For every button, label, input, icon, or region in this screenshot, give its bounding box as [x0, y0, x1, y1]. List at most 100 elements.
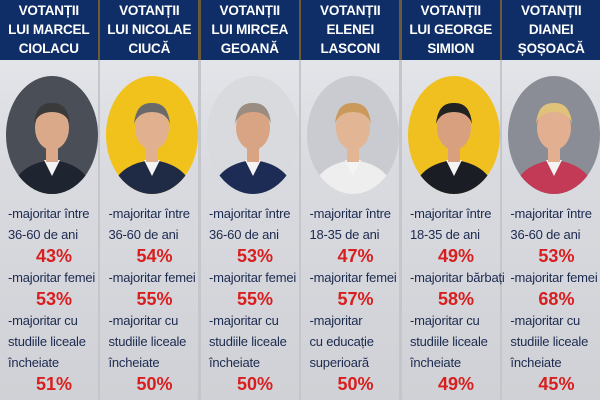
stat-percent: 50% — [337, 374, 374, 394]
header-line: LUI NICOLAE — [107, 22, 192, 37]
column-divider — [399, 0, 402, 400]
stat-label: -majoritar femei — [208, 270, 297, 285]
stat-label: încheiate — [208, 355, 260, 370]
stat-label: încheiate — [8, 355, 59, 370]
column-divider — [198, 0, 201, 400]
column-header: VOTANȚII DIANEI ȘOȘOACĂ — [502, 0, 600, 60]
candidate-portrait — [307, 76, 400, 194]
stat-label: -majoritar femei — [510, 270, 598, 285]
stat-percent: 54% — [136, 246, 173, 266]
column-header: VOTANȚII LUI NICOLAE CIUCĂ — [100, 0, 199, 60]
candidate-column: VOTANȚII LUI NICOLAE CIUCĂ -majoritar într… — [100, 0, 199, 400]
stat-percent: 45% — [538, 374, 575, 394]
header-line: VOTANȚII — [119, 3, 180, 18]
stat-label: -majoritar cu — [208, 313, 279, 328]
header-line: LUI MARCEL — [8, 22, 90, 37]
stat-label: studiile liceale — [208, 334, 287, 349]
stat-label: studiile liceale — [409, 334, 488, 349]
stat-label: -majoritar cu — [409, 313, 480, 328]
header-line: VOTANȚII — [521, 3, 582, 18]
stat-percent: 50% — [136, 374, 173, 394]
header-line: VOTANȚII — [219, 3, 281, 18]
stat-label: -majoritar femei — [108, 270, 196, 285]
stat-percent: 53% — [36, 289, 73, 309]
stats-list: -majoritar între 36-60 de ani 53% -majorita… — [209, 203, 305, 395]
column-divider — [499, 0, 503, 400]
stat-percent: 53% — [538, 246, 575, 266]
stat-percent: 43% — [36, 246, 73, 266]
header-line: LUI MIRCEA — [211, 22, 289, 37]
candidate-portrait — [206, 76, 299, 194]
header-line: DIANEI — [528, 22, 574, 37]
header-line: VOTANȚII — [320, 3, 381, 18]
column-header: VOTANȚII LUI MARCEL CIOLACU — [0, 0, 98, 60]
stat-label: 36-60 de ani — [510, 227, 581, 242]
candidate-column: VOTANȚII LUI MIRCEA GEOANĂ -majoritar într… — [200, 0, 299, 400]
column-header: VOTANȚII LUI GEORGE SIMION — [401, 0, 500, 60]
stat-percent: 49% — [437, 246, 474, 266]
stat-label: 18-35 de ani — [309, 227, 380, 242]
stat-label: -majoritar între — [108, 206, 190, 221]
stat-label: încheiate — [108, 355, 160, 370]
stat-percent: 55% — [236, 289, 273, 309]
stat-label: 36-60 de ani — [8, 227, 78, 242]
stat-label: studiile liceale — [108, 334, 187, 349]
stats-list: -majoritar între 36-60 de ani 54% -majorita… — [108, 203, 204, 395]
stat-label: -majoritar între — [409, 206, 492, 221]
header-line: ELENEI — [326, 22, 375, 37]
header-line: CIUCĂ — [128, 41, 171, 56]
stat-percent: 53% — [236, 246, 273, 266]
stat-label: 18-35 de ani — [409, 227, 480, 242]
column-divider — [298, 0, 302, 400]
stat-label: -majoritar bărbați — [409, 270, 505, 285]
stat-label: -majoritar femei — [309, 270, 397, 285]
stat-percent: 57% — [337, 289, 374, 309]
stats-list: -majoritar între 18-35 de ani 49% -majorita… — [410, 203, 506, 395]
header-line: VOTANȚII — [18, 3, 80, 18]
stats-list: -majoritar între 36-60 de ani 43% -majorita… — [8, 203, 104, 395]
stat-percent: 50% — [236, 374, 273, 394]
header-line: SIMION — [427, 41, 475, 56]
candidate-portrait — [407, 76, 500, 194]
stat-label: -majoritar între — [208, 206, 291, 221]
header-line: ȘOȘOACĂ — [517, 41, 585, 56]
candidate-column: VOTANȚII LUI GEORGE SIMION -majoritar într… — [401, 0, 505, 400]
stat-label: 36-60 de ani — [208, 227, 279, 242]
stats-list: -majoritar între 18-35 de ani 47% -majorita… — [309, 203, 405, 395]
stat-label: încheiate — [409, 355, 461, 370]
stat-label: cu educație — [309, 334, 374, 349]
column-header: VOTANȚII LUI MIRCEA GEOANĂ — [200, 0, 299, 60]
candidate-column: VOTANȚII DIANEI ȘOȘOACĂ -majoritar între 36… — [502, 0, 600, 400]
stat-label: 36-60 de ani — [108, 227, 179, 242]
stat-label: -majoritar cu — [510, 313, 581, 328]
stat-label: -majoritar cu — [8, 313, 78, 328]
candidate-column: VOTANȚII LUI MARCEL CIOLACU -majoritar înt… — [0, 0, 98, 400]
stat-percent: 55% — [136, 289, 173, 309]
stat-label: -majoritar cu — [108, 313, 179, 328]
stat-label: -majoritar între — [8, 206, 90, 221]
stat-label: -majoritar între — [510, 206, 592, 221]
stat-label: -majoritar femei — [8, 270, 96, 285]
stat-percent: 49% — [437, 374, 474, 394]
stat-percent: 47% — [337, 246, 374, 266]
stat-label: superioară — [309, 355, 369, 370]
candidate-portrait — [106, 76, 199, 194]
header-line: LUI GEORGE — [409, 22, 493, 37]
candidate-column: VOTANȚII ELENEI LASCONI -majoritar între 18… — [301, 0, 400, 400]
stat-label: -majoritar — [309, 313, 363, 328]
stat-percent: 51% — [36, 374, 73, 394]
column-divider — [97, 0, 101, 400]
stat-label: studiile liceale — [8, 334, 86, 349]
column-header: VOTANȚII ELENEI LASCONI — [301, 0, 400, 60]
candidate-portrait — [6, 76, 98, 194]
stat-label: studiile liceale — [510, 334, 589, 349]
candidate-portrait — [508, 76, 600, 194]
stats-list: -majoritar între 36-60 de ani 53% -majorita… — [510, 203, 600, 395]
stat-label: încheiate — [510, 355, 562, 370]
header-line: CIOLACU — [18, 41, 79, 56]
header-line: VOTANȚII — [420, 3, 482, 18]
header-line: LASCONI — [320, 41, 381, 56]
stat-percent: 68% — [538, 289, 575, 309]
stat-label: -majoritar între — [309, 206, 391, 221]
